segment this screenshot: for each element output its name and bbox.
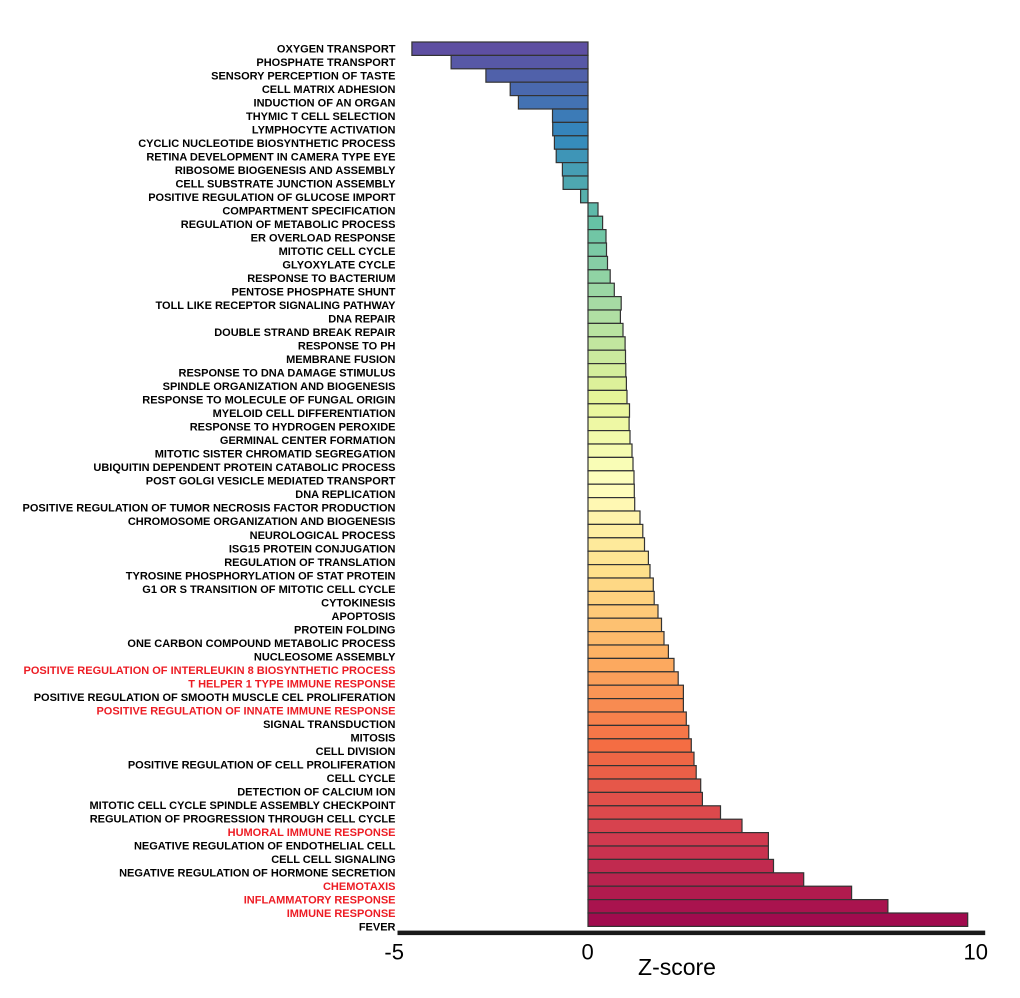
svg-text:OXYGEN TRANSPORT: OXYGEN TRANSPORT [277, 43, 396, 55]
svg-text:RESPONSE TO PH: RESPONSE TO PH [298, 341, 396, 353]
svg-text:THYMIC T CELL SELECTION: THYMIC T CELL SELECTION [246, 111, 396, 123]
svg-text:NEGATIVE REGULATION OF HORMONE: NEGATIVE REGULATION OF HORMONE SECRETION [119, 868, 395, 880]
svg-text:PHOSPHATE TRANSPORT: PHOSPHATE TRANSPORT [256, 57, 395, 69]
svg-text:NEGATIVE REGULATION OF ENDOTHE: NEGATIVE REGULATION OF ENDOTHELIAL CELL [134, 841, 396, 853]
svg-text:PROTEIN FOLDING: PROTEIN FOLDING [294, 624, 395, 636]
svg-text:MITOTIC CELL CYCLE SPINDLE ASS: MITOTIC CELL CYCLE SPINDLE ASSEMBLY CHEC… [90, 800, 396, 812]
svg-text:MITOTIC SISTER CHROMATID SEGRE: MITOTIC SISTER CHROMATID SEGREGATION [155, 449, 396, 461]
svg-text:NUCLEOSOME ASSEMBLY: NUCLEOSOME ASSEMBLY [254, 651, 396, 663]
svg-text:IMMUNE RESPONSE: IMMUNE RESPONSE [287, 908, 396, 920]
svg-text:RESPONSE TO BACTERIUM: RESPONSE TO BACTERIUM [247, 273, 395, 285]
svg-text:NEUROLOGICAL PROCESS: NEUROLOGICAL PROCESS [250, 530, 396, 542]
svg-text:ISG15 PROTEIN CONJUGATION: ISG15 PROTEIN CONJUGATION [229, 543, 396, 555]
svg-text:FEVER: FEVER [359, 922, 396, 934]
svg-text:T HELPER 1 TYPE IMMUNE RESPONS: T HELPER 1 TYPE IMMUNE RESPONSE [188, 678, 395, 690]
svg-text:RESPONSE TO HYDROGEN PEROXIDE: RESPONSE TO HYDROGEN PEROXIDE [190, 422, 396, 434]
svg-text:CHROMOSOME ORGANIZATION AND BI: CHROMOSOME ORGANIZATION AND BIOGENESIS [128, 516, 396, 528]
svg-text:G1 OR S TRANSITION OF MITOTIC: G1 OR S TRANSITION OF MITOTIC CELL CYCLE [142, 584, 395, 596]
svg-text:CELL DIVISION: CELL DIVISION [316, 746, 396, 758]
svg-text:POSITIVE REGULATION OF TUMOR N: POSITIVE REGULATION OF TUMOR NECROSIS FA… [23, 503, 396, 515]
svg-text:HUMORAL IMMUNE RESPONSE: HUMORAL IMMUNE RESPONSE [228, 827, 396, 839]
svg-text:ER OVERLOAD RESPONSE: ER OVERLOAD RESPONSE [251, 233, 396, 245]
svg-text:GERMINAL CENTER FORMATION: GERMINAL CENTER FORMATION [220, 435, 396, 447]
svg-text:Z-score: Z-score [638, 954, 716, 980]
svg-text:POSITIVE REGULATION OF SMOOTH: POSITIVE REGULATION OF SMOOTH MUSCLE CEL… [34, 692, 396, 704]
svg-text:DNA REPAIR: DNA REPAIR [328, 314, 395, 326]
svg-text:POSITIVE REGULATION OF INTERLE: POSITIVE REGULATION OF INTERLEUKIN 8 BIO… [24, 665, 396, 677]
svg-text:POST GOLGI VESICLE MEDIATED TR: POST GOLGI VESICLE MEDIATED TRANSPORT [146, 476, 396, 488]
svg-text:-5: -5 [384, 940, 404, 965]
svg-text:INDUCTION OF AN ORGAN: INDUCTION OF AN ORGAN [254, 97, 396, 109]
svg-text:CELL CELL SIGNALING: CELL CELL SIGNALING [271, 854, 395, 866]
svg-text:REGULATION OF TRANSLATION: REGULATION OF TRANSLATION [224, 557, 395, 569]
svg-text:0: 0 [581, 940, 593, 965]
svg-text:TOLL LIKE RECEPTOR SIGNALING P: TOLL LIKE RECEPTOR SIGNALING PATHWAY [156, 300, 397, 312]
svg-text:DOUBLE STRAND BREAK REPAIR: DOUBLE STRAND BREAK REPAIR [214, 327, 395, 339]
svg-text:COMPARTMENT SPECIFICATION: COMPARTMENT SPECIFICATION [222, 206, 395, 218]
svg-text:APOPTOSIS: APOPTOSIS [332, 611, 396, 623]
svg-text:10: 10 [964, 940, 988, 965]
svg-text:POSITIVE REGULATION OF INNATE: POSITIVE REGULATION OF INNATE IMMUNE RES… [96, 705, 395, 717]
svg-text:REGULATION OF METABOLIC PROCES: REGULATION OF METABOLIC PROCESS [181, 219, 396, 231]
svg-text:DNA REPLICATION: DNA REPLICATION [295, 489, 395, 501]
svg-text:GLYOXYLATE CYCLE: GLYOXYLATE CYCLE [282, 260, 395, 272]
svg-text:RESPONSE TO DNA DAMAGE STIMULU: RESPONSE TO DNA DAMAGE STIMULUS [179, 368, 396, 380]
svg-text:REGULATION OF PROGRESSION THRO: REGULATION OF PROGRESSION THROUGH CELL C… [90, 814, 396, 826]
svg-text:CELL MATRIX ADHESION: CELL MATRIX ADHESION [262, 84, 396, 96]
svg-text:ONE CARBON COMPOUND METABOLIC: ONE CARBON COMPOUND METABOLIC PROCESS [127, 638, 395, 650]
svg-text:UBIQUITIN DEPENDENT PROTEIN CA: UBIQUITIN DEPENDENT PROTEIN CATABOLIC PR… [93, 462, 395, 474]
svg-text:POSITIVE REGULATION OF CELL PR: POSITIVE REGULATION OF CELL PROLIFERATIO… [128, 759, 396, 771]
svg-text:LYMPHOCYTE ACTIVATION: LYMPHOCYTE ACTIVATION [252, 125, 396, 137]
svg-text:POSITIVE REGULATION OF GLUCOSE: POSITIVE REGULATION OF GLUCOSE IMPORT [148, 192, 396, 204]
svg-text:CHEMOTAXIS: CHEMOTAXIS [323, 881, 396, 893]
svg-text:MITOTIC CELL CYCLE: MITOTIC CELL CYCLE [279, 246, 396, 258]
svg-text:CYCLIC NUCLEOTIDE BIOSYNTHETIC: CYCLIC NUCLEOTIDE BIOSYNTHETIC PROCESS [138, 138, 395, 150]
svg-text:INFLAMMATORY RESPONSE: INFLAMMATORY RESPONSE [244, 895, 396, 907]
svg-text:MEMBRANE FUSION: MEMBRANE FUSION [286, 354, 395, 366]
svg-text:SENSORY PERCEPTION OF TASTE: SENSORY PERCEPTION OF TASTE [211, 70, 395, 82]
svg-text:SIGNAL TRANSDUCTION: SIGNAL TRANSDUCTION [263, 719, 395, 731]
svg-text:PENTOSE PHOSPHATE SHUNT: PENTOSE PHOSPHATE SHUNT [231, 287, 395, 299]
svg-text:SPINDLE ORGANIZATION AND BIOGE: SPINDLE ORGANIZATION AND BIOGENESIS [163, 381, 396, 393]
svg-text:DETECTION OF CALCIUM ION: DETECTION OF CALCIUM ION [237, 786, 395, 798]
svg-text:MYELOID CELL DIFFERENTIATION: MYELOID CELL DIFFERENTIATION [213, 408, 396, 420]
svg-text:RIBOSOME BIOGENESIS AND ASSEMB: RIBOSOME BIOGENESIS AND ASSEMBLY [175, 165, 396, 177]
svg-text:RESPONSE TO MOLECULE OF FUNGAL: RESPONSE TO MOLECULE OF FUNGAL ORIGIN [142, 395, 395, 407]
svg-text:TYROSINE PHOSPHORYLATION OF ST: TYROSINE PHOSPHORYLATION OF STAT PROTEIN [126, 570, 396, 582]
svg-text:CELL SUBSTRATE JUNCTION ASSEMB: CELL SUBSTRATE JUNCTION ASSEMBLY [175, 179, 396, 191]
svg-text:MITOSIS: MITOSIS [350, 732, 395, 744]
svg-text:RETINA DEVELOPMENT IN CAMERA T: RETINA DEVELOPMENT IN CAMERA TYPE EYE [146, 152, 395, 164]
svg-text:CELL CYCLE: CELL CYCLE [327, 773, 396, 785]
svg-text:CYTOKINESIS: CYTOKINESIS [321, 597, 395, 609]
